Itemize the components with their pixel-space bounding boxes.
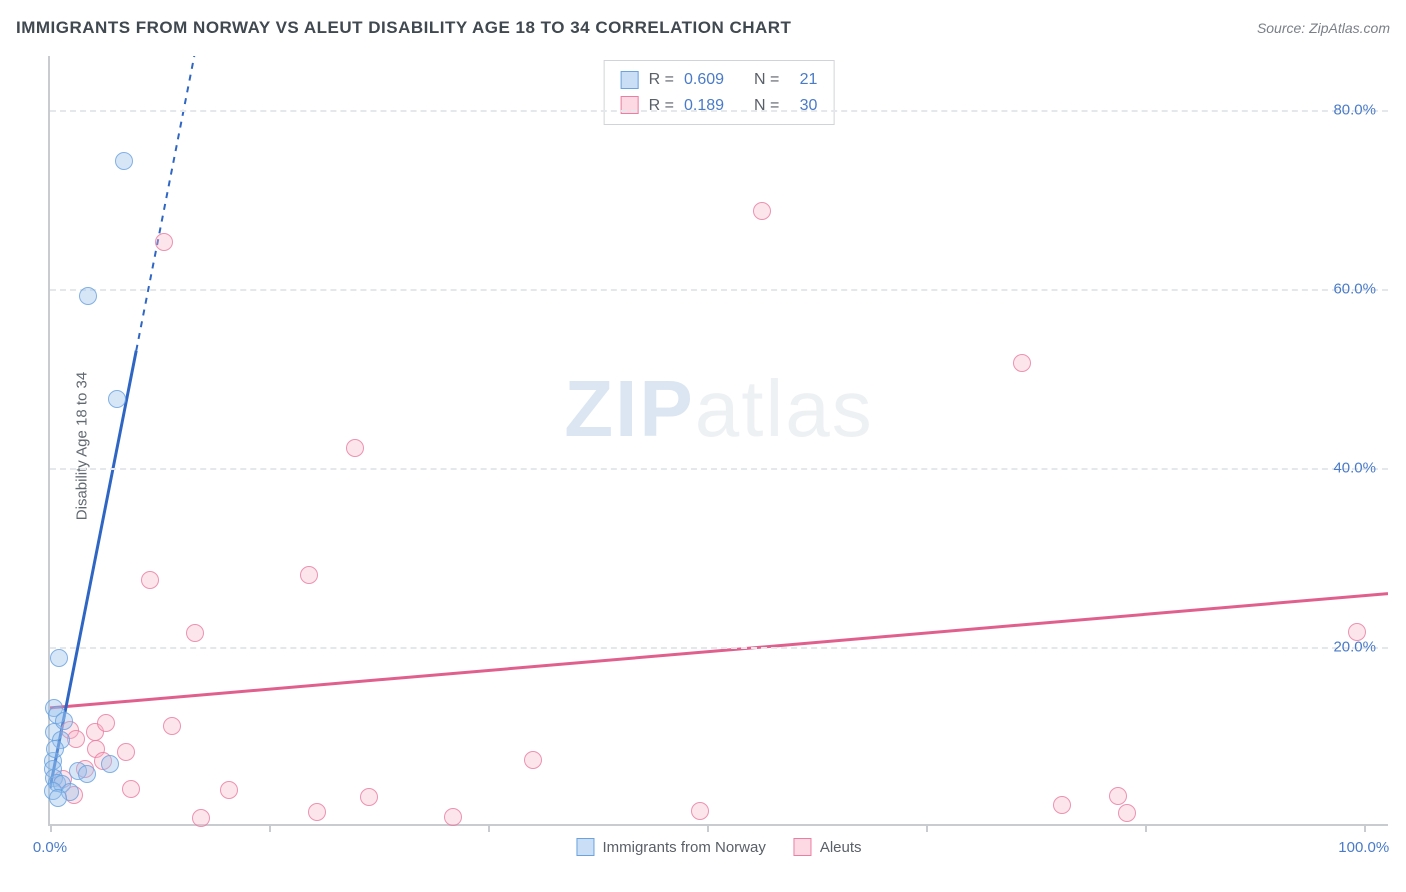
- r-label: R =: [649, 93, 674, 119]
- scatter-point-blue: [46, 740, 64, 758]
- x-tick: [50, 824, 52, 832]
- scatter-point-blue: [79, 287, 97, 305]
- series-legend-item: Aleuts: [794, 838, 862, 856]
- scatter-point-blue: [55, 712, 73, 730]
- scatter-point-pink: [97, 714, 115, 732]
- scatter-point-pink: [1053, 796, 1071, 814]
- legend-swatch-pink: [794, 838, 812, 856]
- x-tick: [269, 824, 271, 832]
- x-tick: [488, 824, 490, 832]
- watermark-zip: ZIP: [564, 364, 694, 453]
- scatter-point-pink: [444, 808, 462, 826]
- chart-container: IMMIGRANTS FROM NORWAY VS ALEUT DISABILI…: [0, 0, 1406, 892]
- scatter-point-pink: [346, 439, 364, 457]
- r-value: 0.609: [684, 67, 724, 93]
- series-legend-label: Immigrants from Norway: [602, 839, 765, 856]
- scatter-point-pink: [67, 730, 85, 748]
- scatter-point-pink: [524, 751, 542, 769]
- scatter-point-pink: [117, 743, 135, 761]
- gridline: [50, 110, 1388, 112]
- x-tick-label: 0.0%: [33, 839, 67, 856]
- trend-lines-svg: [50, 56, 1388, 824]
- n-label: N =: [754, 67, 779, 93]
- scatter-point-pink: [220, 781, 238, 799]
- scatter-point-pink: [155, 233, 173, 251]
- scatter-point-blue: [49, 789, 67, 807]
- scatter-point-pink: [308, 803, 326, 821]
- n-value: 30: [789, 93, 817, 119]
- scatter-point-pink: [186, 624, 204, 642]
- scatter-point-pink: [163, 717, 181, 735]
- chart-title: IMMIGRANTS FROM NORWAY VS ALEUT DISABILI…: [16, 18, 791, 38]
- x-tick: [707, 824, 709, 832]
- scatter-point-pink: [300, 566, 318, 584]
- legend-swatch-blue: [576, 838, 594, 856]
- watermark: ZIPatlas: [564, 363, 873, 455]
- scatter-point-pink: [192, 809, 210, 827]
- x-tick-label: 100.0%: [1338, 839, 1389, 856]
- x-tick: [926, 824, 928, 832]
- r-label: R =: [649, 67, 674, 93]
- legend-row: R = 0.189 N = 30: [621, 93, 818, 119]
- scatter-point-pink: [122, 780, 140, 798]
- gridline: [50, 289, 1388, 291]
- scatter-point-blue: [115, 152, 133, 170]
- gridline: [50, 647, 1388, 649]
- gridline: [50, 468, 1388, 470]
- n-label: N =: [754, 93, 779, 119]
- scatter-point-blue: [50, 649, 68, 667]
- source-credit: Source: ZipAtlas.com: [1257, 20, 1390, 36]
- scatter-point-pink: [141, 571, 159, 589]
- scatter-point-pink: [360, 788, 378, 806]
- y-tick-label: 80.0%: [1333, 101, 1376, 118]
- series-legend-label: Aleuts: [820, 839, 862, 856]
- scatter-point-pink: [1348, 623, 1366, 641]
- n-value: 21: [789, 67, 817, 93]
- series-legend-item: Immigrants from Norway: [576, 838, 765, 856]
- legend-row: R = 0.609 N = 21: [621, 67, 818, 93]
- y-tick-label: 60.0%: [1333, 280, 1376, 297]
- correlation-legend: R = 0.609 N = 21 R = 0.189 N = 30: [604, 60, 835, 125]
- scatter-point-blue: [101, 755, 119, 773]
- series-legend: Immigrants from Norway Aleuts: [576, 838, 861, 856]
- x-tick: [1145, 824, 1147, 832]
- scatter-point-pink: [1118, 804, 1136, 822]
- x-tick: [1364, 824, 1366, 832]
- scatter-point-pink: [691, 802, 709, 820]
- scatter-point-blue: [78, 765, 96, 783]
- y-tick-label: 20.0%: [1333, 638, 1376, 655]
- legend-swatch-blue: [621, 71, 639, 89]
- scatter-point-pink: [1109, 787, 1127, 805]
- scatter-point-pink: [753, 202, 771, 220]
- plot-area: ZIPatlas R =0.609N =21R =0.189N =30 Immi…: [48, 56, 1388, 826]
- chart-header: IMMIGRANTS FROM NORWAY VS ALEUT DISABILI…: [16, 18, 1390, 38]
- scatter-point-blue: [108, 390, 126, 408]
- watermark-atlas: atlas: [695, 364, 874, 453]
- r-value: 0.189: [684, 93, 724, 119]
- scatter-point-pink: [1013, 354, 1031, 372]
- y-tick-label: 40.0%: [1333, 459, 1376, 476]
